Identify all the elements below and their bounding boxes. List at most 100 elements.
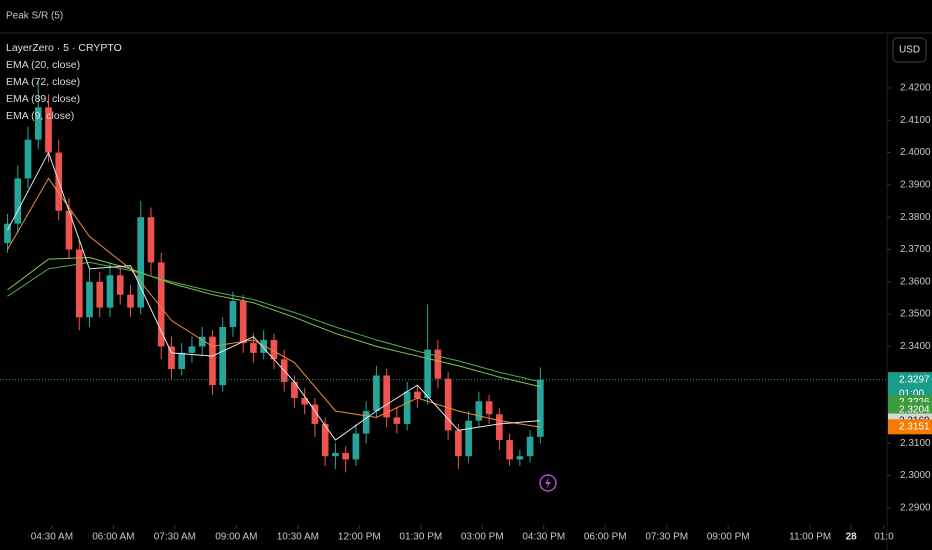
candle-body [383, 375, 390, 418]
y-tick-label: 2.2900 [900, 503, 931, 514]
lightning-icon[interactable] [539, 474, 557, 492]
y-tick-label: 2.3100 [900, 438, 931, 449]
candle-body [362, 410, 370, 434]
candle-body [373, 375, 380, 411]
candle-body [147, 217, 155, 263]
currency-label: USD [899, 45, 920, 56]
y-tick-label: 2.4200 [900, 83, 931, 94]
candle-body [526, 436, 534, 457]
candle-body [444, 378, 452, 431]
indicator-header: Peak S/R (5) [6, 11, 63, 22]
candle-body [250, 343, 257, 353]
y-tick-label: 2.3600 [900, 276, 931, 287]
candle-body [65, 210, 73, 250]
price-label: 2.3151 [899, 421, 930, 432]
candle-body [178, 352, 186, 369]
x-tick-label: 01:0 [874, 532, 894, 543]
x-tick-label: 04:30 AM [31, 532, 73, 543]
x-tick-label: 01:30 PM [399, 532, 442, 543]
candle-body [4, 223, 11, 244]
ema-line [7, 177, 541, 428]
price-countdown: 01:00 [899, 388, 924, 399]
y-tick-label: 2.3000 [900, 470, 931, 481]
x-tick-label: 11:00 PM [789, 532, 831, 543]
legend-entry: EMA (72, close) [6, 76, 80, 88]
ema-line [7, 257, 541, 388]
candle-body [14, 178, 22, 224]
x-tick-label: 09:00 AM [215, 532, 257, 543]
candle-body [209, 336, 216, 386]
candle-body [424, 349, 431, 399]
candle-body [485, 401, 493, 415]
candle-body [342, 452, 349, 460]
candle-body [198, 336, 206, 347]
y-tick-label: 2.3700 [900, 244, 931, 255]
x-tick-label: 10:30 AM [277, 532, 319, 543]
candle-body [168, 346, 175, 369]
y-tick-label: 2.3400 [900, 341, 931, 352]
candle-body [506, 440, 513, 460]
candle-body [106, 275, 114, 308]
legend-entry: EMA (20, close) [6, 59, 80, 71]
y-tick-label: 2.3800 [900, 212, 931, 223]
x-tick-label: 06:00 PM [584, 532, 627, 543]
candle-body [86, 281, 93, 318]
candle-body [321, 423, 329, 457]
ema-line [7, 151, 541, 441]
candle-body [301, 398, 308, 405]
candle-body [465, 420, 472, 457]
candle-body [403, 391, 411, 424]
price-label-box [888, 419, 932, 435]
x-tick-label: 06:00 AM [92, 532, 134, 543]
candle-body [311, 404, 319, 424]
price-label: 2.3297 [899, 374, 930, 385]
x-tick-label: 28 [846, 532, 858, 543]
price-label: 2.3204 [899, 404, 930, 415]
currency-button[interactable] [892, 37, 927, 63]
x-tick-label: 03:00 PM [461, 532, 504, 543]
candle-body [455, 430, 462, 457]
x-tick-label: 04:30 PM [522, 532, 565, 543]
candle-body [34, 107, 42, 140]
y-tick-label: 2.3500 [900, 309, 931, 320]
candle-body [270, 339, 278, 360]
candle-body [352, 433, 360, 460]
symbol-title: LayerZero · 5 · CRYPTO [6, 42, 122, 54]
candle-body [516, 456, 524, 460]
candle-body [434, 349, 442, 379]
candle-body [537, 379, 544, 437]
candle-body [24, 139, 32, 179]
price-label-box [888, 402, 932, 418]
candle-body [260, 339, 268, 353]
candle-body [496, 414, 503, 441]
candle-body [332, 452, 339, 457]
x-tick-label: 09:00 PM [707, 532, 750, 543]
y-tick-label: 2.4000 [900, 147, 931, 158]
icon-ring [539, 474, 557, 492]
candle-body [137, 217, 145, 308]
candle-body [229, 301, 237, 327]
y-tick-label: 2.4100 [900, 115, 931, 126]
legend-entry: EMA (89, close) [6, 93, 80, 105]
candle-body [393, 417, 401, 424]
y-tick-label: 2.3900 [900, 180, 931, 191]
candle-body [127, 294, 134, 308]
icon-bolt [545, 477, 551, 489]
candle-body [45, 107, 52, 153]
legend-entry: EMA (9, close) [6, 110, 74, 122]
candle-body [219, 326, 227, 386]
candle-body [188, 346, 196, 353]
candle-body [475, 401, 483, 421]
x-tick-label: 07:30 AM [154, 532, 196, 543]
candle-body [291, 381, 298, 399]
candle-body [414, 391, 421, 399]
x-tick-label: 12:00 PM [338, 532, 381, 543]
candle-body [75, 249, 83, 318]
candle-body [157, 262, 165, 347]
candle-body [96, 281, 104, 308]
candle-body [239, 301, 247, 344]
x-tick-label: 07:30 PM [645, 532, 688, 543]
ema-line [7, 261, 541, 383]
